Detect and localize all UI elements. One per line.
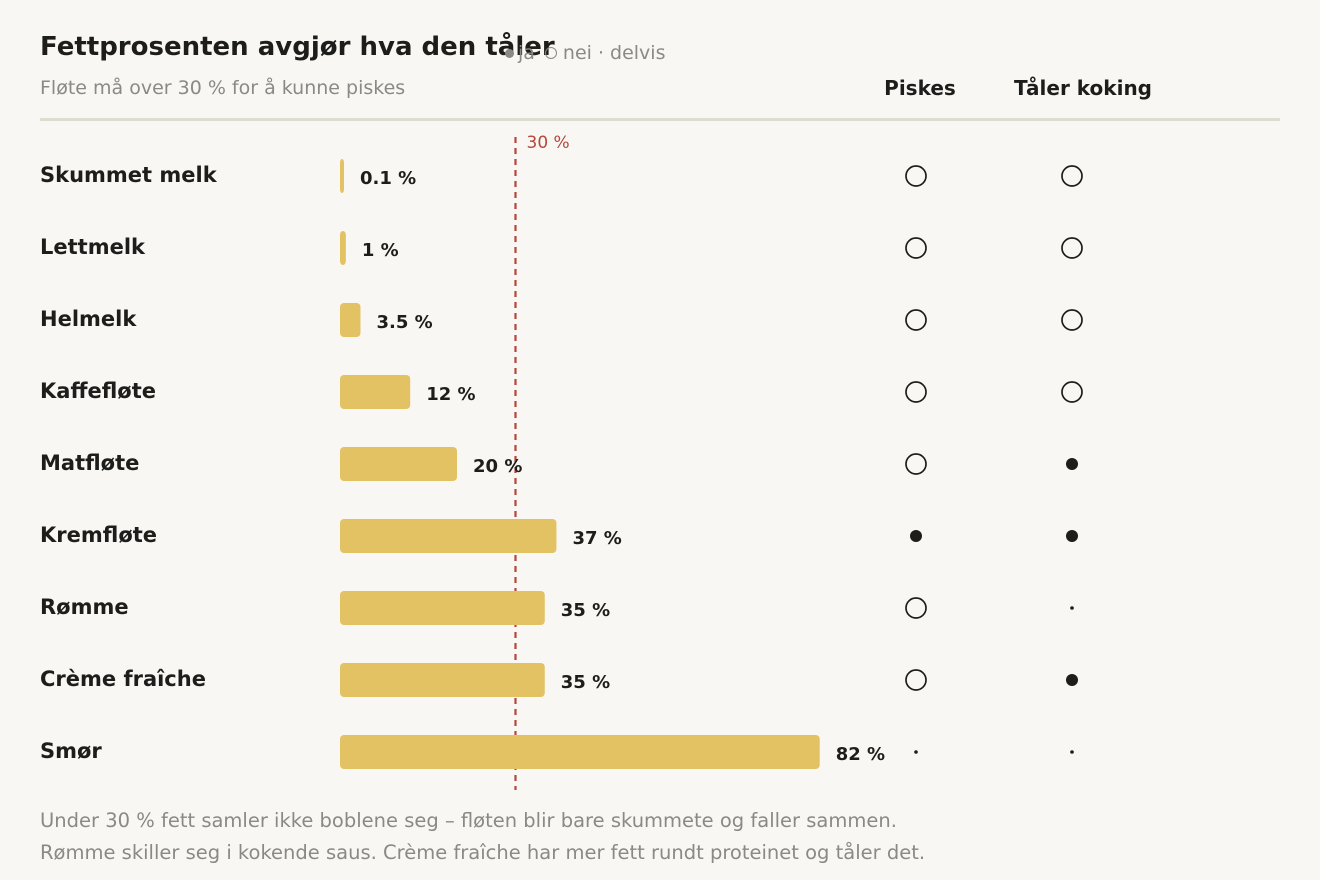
legend-no-label: nei — [562, 42, 592, 64]
value-label: 12 % — [426, 384, 475, 405]
whip-empty-ring-icon — [905, 237, 927, 259]
column-header-whip: Piskes — [884, 76, 956, 100]
value-label: 35 % — [561, 600, 610, 621]
value-label: 37 % — [572, 528, 621, 549]
whip-empty-ring-icon — [905, 597, 927, 619]
bar — [340, 231, 346, 265]
boil-filled-dot-icon — [1066, 530, 1078, 542]
whip-small-dot-icon — [914, 750, 918, 754]
whip-empty-ring-icon — [905, 381, 927, 403]
legend-yes-label: ja — [518, 42, 535, 64]
boil-filled-dot-icon — [1066, 674, 1078, 686]
bar — [340, 591, 545, 625]
row-label: Crème fraîche — [40, 667, 206, 691]
column-header-boil: Tåler koking — [1014, 76, 1152, 100]
boil-empty-ring-icon — [1061, 165, 1083, 187]
bar — [340, 519, 557, 553]
value-label: 35 % — [561, 672, 610, 693]
boil-small-dot-icon — [1070, 750, 1074, 754]
legend-yes-dot-icon — [505, 48, 514, 58]
boil-empty-ring-icon — [1061, 381, 1083, 403]
whip-empty-ring-icon — [905, 165, 927, 187]
legend-no-ring-icon — [544, 47, 557, 59]
row-label: Skummet melk — [40, 163, 218, 187]
value-label: 3.5 % — [376, 312, 432, 333]
whip-empty-ring-icon — [905, 453, 927, 475]
value-label: 1 % — [362, 240, 399, 261]
row-label: Kremfløte — [40, 523, 157, 547]
chart-subtitle: Fløte må over 30 % for å kunne piskes — [40, 77, 406, 99]
boil-empty-ring-icon — [1061, 237, 1083, 259]
row-label: Matfløte — [40, 451, 139, 475]
row-label: Lettmelk — [40, 235, 146, 259]
bar — [340, 159, 344, 193]
value-label: 0.1 % — [360, 168, 416, 189]
bar — [340, 735, 820, 769]
bar — [340, 303, 361, 337]
bar — [340, 663, 545, 697]
legend-partial-label: · delvis — [597, 42, 666, 64]
boil-small-dot-icon — [1070, 606, 1074, 610]
reference-label: 30 % — [527, 133, 570, 153]
footnote-1: Under 30 % fett samler ikke boblene seg … — [40, 809, 897, 832]
chart-title: Fettprosenten avgjør hva den tåler — [40, 32, 555, 62]
row-label: Smør — [40, 739, 102, 763]
bar — [340, 375, 411, 409]
value-label: 82 % — [836, 744, 885, 765]
footnote-2: Rømme skiller seg i kokende saus. Crème … — [40, 841, 926, 864]
row-label: Helmelk — [40, 307, 137, 331]
header-rule — [40, 118, 1280, 121]
legend: ja nei · delvis — [505, 42, 665, 64]
value-label: 20 % — [473, 456, 522, 477]
row-label: Kaffefløte — [40, 379, 156, 403]
whip-filled-dot-icon — [910, 530, 922, 542]
bar — [340, 447, 457, 481]
whip-empty-ring-icon — [905, 309, 927, 331]
boil-empty-ring-icon — [1061, 309, 1083, 331]
boil-filled-dot-icon — [1066, 458, 1078, 470]
whip-empty-ring-icon — [905, 669, 927, 691]
row-label: Rømme — [40, 595, 129, 619]
